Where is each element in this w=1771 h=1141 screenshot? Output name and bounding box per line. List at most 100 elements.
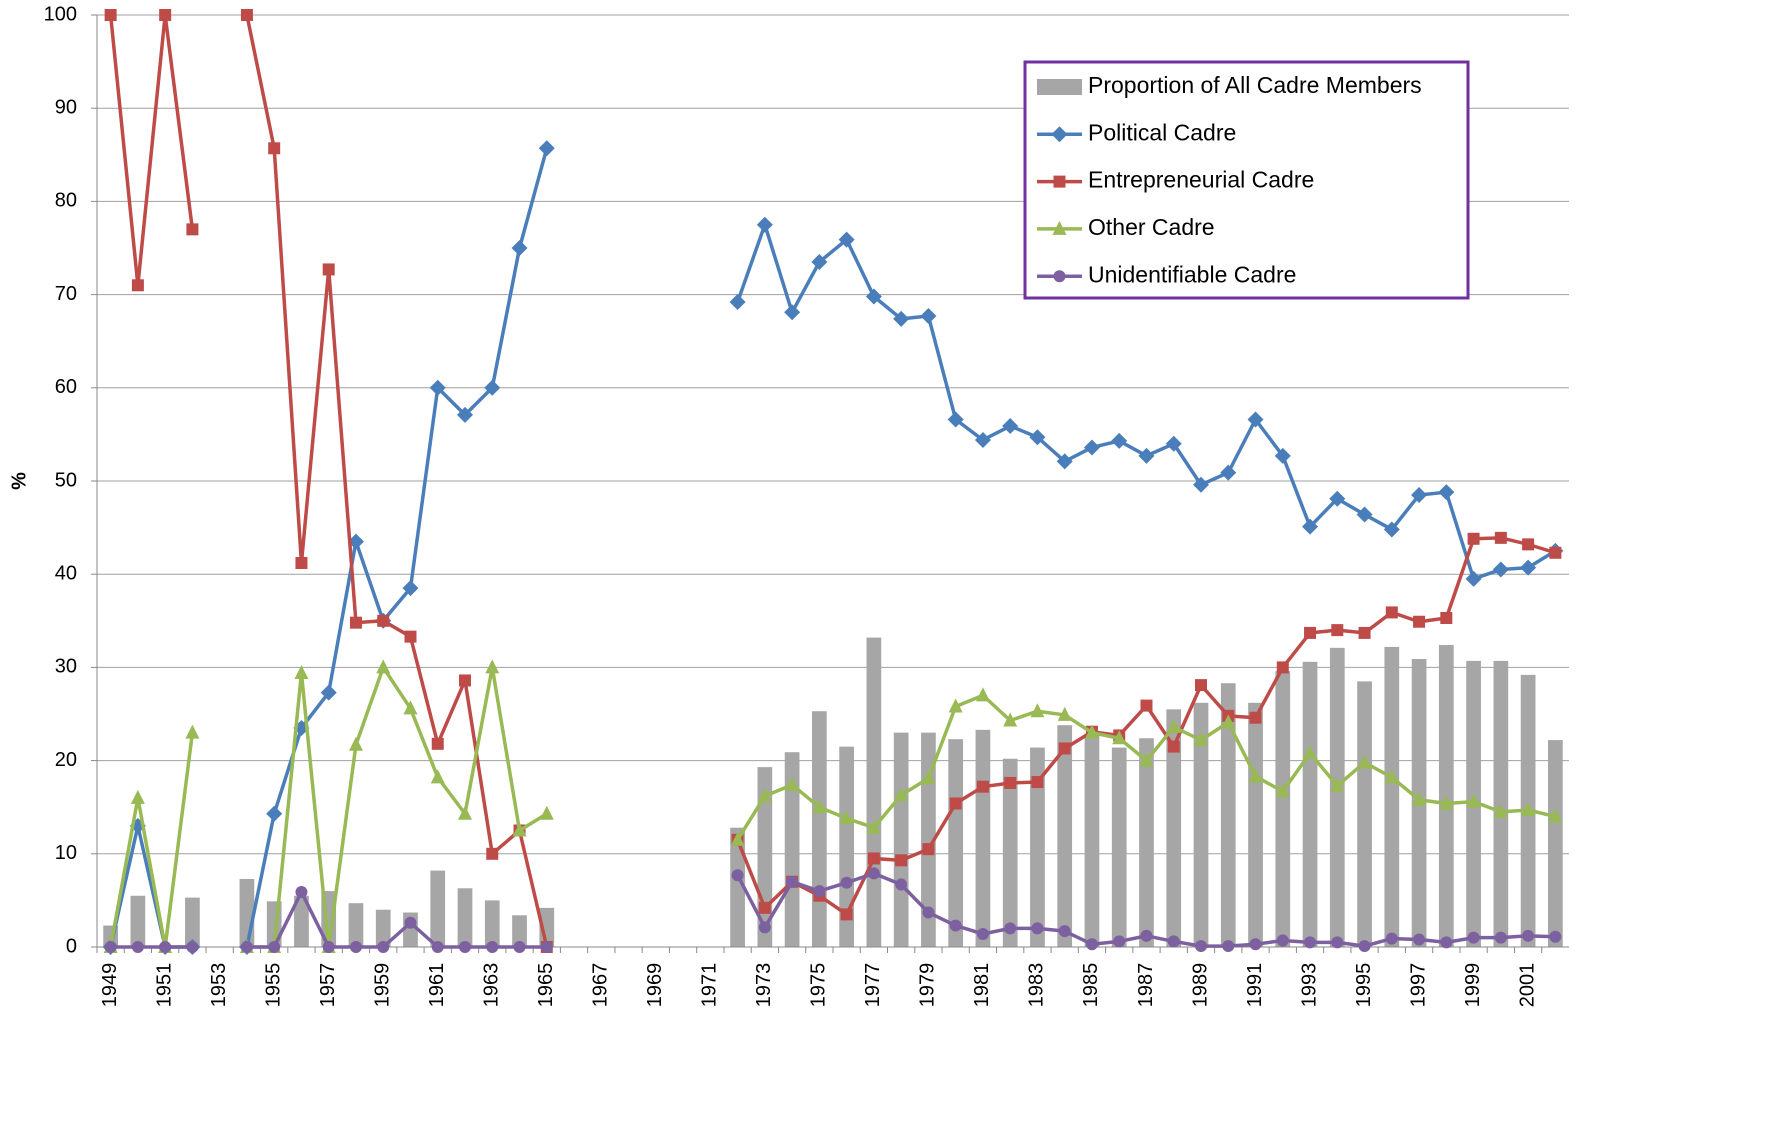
bar [1384, 646, 1400, 947]
point-marker [511, 240, 528, 256]
bar [1166, 709, 1182, 947]
point-marker [486, 941, 499, 953]
point-marker [1331, 936, 1344, 949]
point-marker [1111, 432, 1128, 449]
point-marker [459, 941, 471, 953]
point-marker [867, 852, 880, 865]
point-marker [921, 770, 936, 785]
legend-label: Entrepreneurial Cadre [1088, 167, 1314, 193]
point-marker [949, 919, 962, 932]
bar [730, 827, 745, 947]
point-marker [1058, 925, 1071, 938]
point-marker [1138, 447, 1155, 464]
x-tick-label: 2001 [1516, 963, 1538, 1008]
point-marker [1249, 938, 1262, 951]
point-marker [1494, 931, 1507, 944]
point-marker [1276, 661, 1289, 674]
bar [348, 903, 364, 947]
point-marker [1440, 612, 1453, 625]
bar [512, 915, 527, 947]
point-marker [513, 941, 526, 953]
point-marker [1440, 936, 1453, 949]
y-axis-label: % [8, 472, 30, 490]
bar [1302, 661, 1318, 947]
point-marker [1383, 521, 1400, 538]
bar [784, 752, 800, 947]
x-tick-label: 1985 [1080, 963, 1102, 1008]
point-marker [1548, 808, 1563, 823]
point-marker [431, 941, 444, 953]
point-marker [1304, 626, 1317, 639]
point-marker [1413, 933, 1426, 946]
point-marker [186, 223, 199, 236]
point-marker [1031, 776, 1044, 789]
point-marker [948, 698, 963, 713]
point-marker [1139, 752, 1154, 767]
x-tick-label: 1981 [971, 963, 993, 1008]
point-marker [1248, 768, 1263, 783]
point-marker [893, 310, 910, 327]
legend-swatch [1037, 79, 1082, 95]
point-marker [131, 941, 144, 953]
point-marker [1220, 464, 1237, 481]
point-marker [1193, 476, 1209, 493]
point-marker [757, 788, 772, 803]
point-marker [839, 810, 854, 825]
point-marker [377, 614, 390, 627]
point-marker [240, 9, 253, 21]
point-marker [349, 616, 362, 629]
point-marker [347, 533, 364, 550]
bar [866, 637, 882, 947]
point-marker [1083, 439, 1100, 456]
bar [1548, 740, 1563, 947]
point-marker [458, 805, 472, 820]
point-marker [866, 819, 881, 834]
x-tick-label: 1997 [1407, 963, 1429, 1008]
point-marker [185, 724, 200, 739]
bar [1193, 702, 1209, 947]
point-marker [1166, 719, 1181, 734]
bar [975, 729, 991, 947]
point-marker [1274, 447, 1291, 464]
point-marker [186, 941, 199, 953]
x-tick-label: 1961 [426, 963, 448, 1008]
bar [839, 746, 854, 947]
point-marker [1549, 930, 1562, 943]
bar [893, 732, 909, 947]
point-marker [1302, 518, 1319, 535]
point-marker [1385, 932, 1398, 945]
point-marker [1195, 940, 1207, 953]
x-tick-label: 1979 [917, 963, 939, 1008]
point-marker [1056, 453, 1073, 470]
point-marker [1549, 546, 1562, 559]
point-marker [1249, 711, 1262, 724]
legend-label: Proportion of All Cadre Members [1088, 72, 1422, 98]
legend-marker [1052, 220, 1067, 235]
x-tick-label: 1969 [644, 963, 666, 1008]
point-marker [947, 411, 964, 428]
point-marker [785, 776, 800, 791]
legend-marker [1053, 270, 1066, 283]
bar [1329, 647, 1345, 947]
point-marker [758, 921, 771, 934]
point-marker [1522, 538, 1535, 551]
point-marker [322, 941, 335, 953]
point-marker [1521, 801, 1536, 816]
point-marker [976, 780, 989, 793]
point-marker [865, 288, 882, 305]
legend-label: Political Cadre [1088, 119, 1236, 145]
point-marker [538, 140, 555, 157]
point-marker [1140, 929, 1153, 942]
point-marker [1058, 742, 1071, 755]
point-marker [1411, 486, 1428, 503]
point-marker [459, 674, 471, 687]
x-tick-label: 1955 [262, 963, 284, 1008]
point-marker [295, 886, 308, 899]
point-marker [949, 797, 962, 810]
point-marker [1303, 745, 1318, 760]
point-marker [811, 253, 828, 270]
point-marker [294, 664, 309, 679]
point-marker [266, 805, 283, 822]
point-marker [159, 941, 172, 953]
point-marker [1358, 626, 1371, 639]
